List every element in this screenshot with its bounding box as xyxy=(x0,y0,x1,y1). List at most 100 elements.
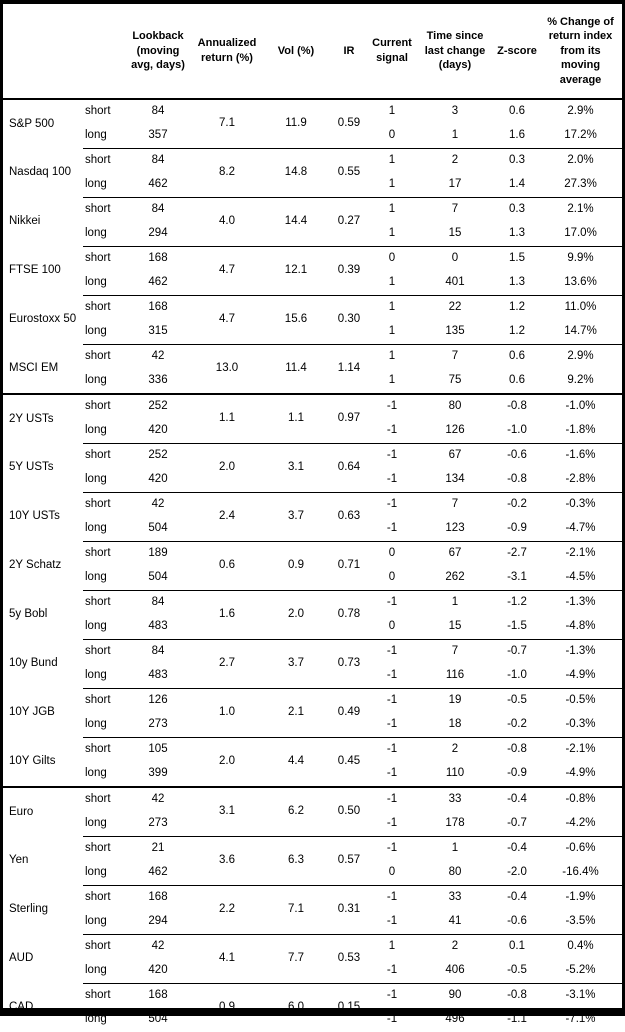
leg-label-long: long xyxy=(83,615,125,640)
days-since-change-long-value: 75 xyxy=(415,369,495,394)
signal-short-value: 1 xyxy=(369,149,415,174)
ir-value: 0.50 xyxy=(329,787,369,837)
lookback-long-value: 420 xyxy=(125,468,191,493)
pct-change-long-value: 17.2% xyxy=(539,124,622,149)
pct-change-short-value: -0.5% xyxy=(539,689,622,714)
lookback-long-value: 420 xyxy=(125,419,191,444)
annualized-return-value: 2.0 xyxy=(191,738,263,788)
signal-short-value: 1 xyxy=(369,99,415,124)
asset-name: Euro xyxy=(3,787,83,837)
pct-change-short-value: 11.0% xyxy=(539,296,622,321)
signal-long-value: -1 xyxy=(369,1008,415,1032)
asset-group: 2Y Schatz short 189 0.6 0.9 0.71 0 67 -2… xyxy=(3,542,622,591)
signal-long-value: -1 xyxy=(369,419,415,444)
asset-row-short: Eurostoxx 50 short 168 4.7 15.6 0.30 1 2… xyxy=(3,296,622,321)
leg-label-short: short xyxy=(83,787,125,812)
asset-name: Sterling xyxy=(3,886,83,935)
col-header-ir: IR xyxy=(329,4,369,99)
col-header-leg xyxy=(83,4,125,99)
vol-value: 11.9 xyxy=(263,99,329,149)
signal-short-value: -1 xyxy=(369,591,415,616)
signal-short-value: -1 xyxy=(369,984,415,1009)
pct-change-short-value: -2.1% xyxy=(539,738,622,763)
annualized-return-value: 2.0 xyxy=(191,444,263,493)
leg-label-long: long xyxy=(83,910,125,935)
vol-value: 4.4 xyxy=(263,738,329,788)
pct-change-short-value: 2.9% xyxy=(539,99,622,124)
z-score-long-value: -0.9 xyxy=(495,517,539,542)
asset-name: 2Y USTs xyxy=(3,394,83,444)
days-since-change-long-value: 126 xyxy=(415,419,495,444)
asset-group: Euro short 42 3.1 6.2 0.50 -1 33 -0.4 -0… xyxy=(3,787,622,837)
lookback-short-value: 84 xyxy=(125,149,191,174)
lookback-short-value: 168 xyxy=(125,296,191,321)
z-score-short-value: 1.2 xyxy=(495,296,539,321)
pct-change-short-value: 2.1% xyxy=(539,198,622,223)
pct-change-long-value: -16.4% xyxy=(539,861,622,886)
lookback-short-value: 189 xyxy=(125,542,191,567)
signal-short-value: 1 xyxy=(369,296,415,321)
days-since-change-long-value: 17 xyxy=(415,173,495,198)
days-since-change-short-value: 19 xyxy=(415,689,495,714)
ir-value: 0.45 xyxy=(329,738,369,788)
days-since-change-long-value: 178 xyxy=(415,812,495,837)
asset-row-short: 10y Bund short 84 2.7 3.7 0.73 -1 7 -0.7… xyxy=(3,640,622,665)
leg-label-short: short xyxy=(83,394,125,419)
lookback-long-value: 483 xyxy=(125,615,191,640)
leg-label-long: long xyxy=(83,222,125,247)
lookback-long-value: 399 xyxy=(125,762,191,787)
leg-label-short: short xyxy=(83,591,125,616)
days-since-change-short-value: 22 xyxy=(415,296,495,321)
vol-value: 3.7 xyxy=(263,493,329,542)
pct-change-long-value: -1.8% xyxy=(539,419,622,444)
lookback-short-value: 252 xyxy=(125,444,191,469)
signal-long-value: 1 xyxy=(369,222,415,247)
ir-value: 0.39 xyxy=(329,247,369,296)
z-score-long-value: -1.0 xyxy=(495,419,539,444)
asset-group: S&P 500 short 84 7.1 11.9 0.59 1 3 0.6 2… xyxy=(3,99,622,149)
signal-long-value: 1 xyxy=(369,369,415,394)
lookback-long-value: 504 xyxy=(125,517,191,542)
leg-label-short: short xyxy=(83,99,125,124)
ir-value: 0.97 xyxy=(329,394,369,444)
lookback-long-value: 315 xyxy=(125,320,191,345)
z-score-short-value: -0.8 xyxy=(495,394,539,419)
days-since-change-long-value: 41 xyxy=(415,910,495,935)
pct-change-short-value: -1.3% xyxy=(539,591,622,616)
lookback-long-value: 420 xyxy=(125,959,191,984)
z-score-short-value: -2.7 xyxy=(495,542,539,567)
days-since-change-short-value: 90 xyxy=(415,984,495,1009)
col-header-pct-change: % Change of return index from its moving… xyxy=(539,4,622,99)
pct-change-short-value: -1.0% xyxy=(539,394,622,419)
leg-label-short: short xyxy=(83,984,125,1009)
signal-short-value: 1 xyxy=(369,198,415,223)
lookback-long-value: 462 xyxy=(125,271,191,296)
signal-long-value: -1 xyxy=(369,812,415,837)
leg-label-long: long xyxy=(83,812,125,837)
signal-long-value: -1 xyxy=(369,517,415,542)
days-since-change-long-value: 406 xyxy=(415,959,495,984)
days-since-change-short-value: 67 xyxy=(415,542,495,567)
asset-row-short: 5Y USTs short 252 2.0 3.1 0.64 -1 67 -0.… xyxy=(3,444,622,469)
pct-change-long-value: -4.9% xyxy=(539,664,622,689)
leg-label-short: short xyxy=(83,345,125,370)
asset-name: Yen xyxy=(3,837,83,886)
signal-long-value: 0 xyxy=(369,566,415,591)
lookback-short-value: 168 xyxy=(125,984,191,1009)
pct-change-short-value: -1.3% xyxy=(539,640,622,665)
z-score-long-value: -0.9 xyxy=(495,762,539,787)
asset-name: 10y Bund xyxy=(3,640,83,689)
pct-change-short-value: -3.1% xyxy=(539,984,622,1009)
asset-name: AUD xyxy=(3,935,83,984)
leg-label-long: long xyxy=(83,1008,125,1032)
signal-short-value: 0 xyxy=(369,542,415,567)
pct-change-short-value: -2.1% xyxy=(539,542,622,567)
vol-value: 7.7 xyxy=(263,935,329,984)
ir-value: 0.53 xyxy=(329,935,369,984)
pct-change-long-value: 27.3% xyxy=(539,173,622,198)
lookback-long-value: 504 xyxy=(125,566,191,591)
vol-value: 6.3 xyxy=(263,837,329,886)
pct-change-long-value: -5.2% xyxy=(539,959,622,984)
lookback-long-value: 462 xyxy=(125,861,191,886)
